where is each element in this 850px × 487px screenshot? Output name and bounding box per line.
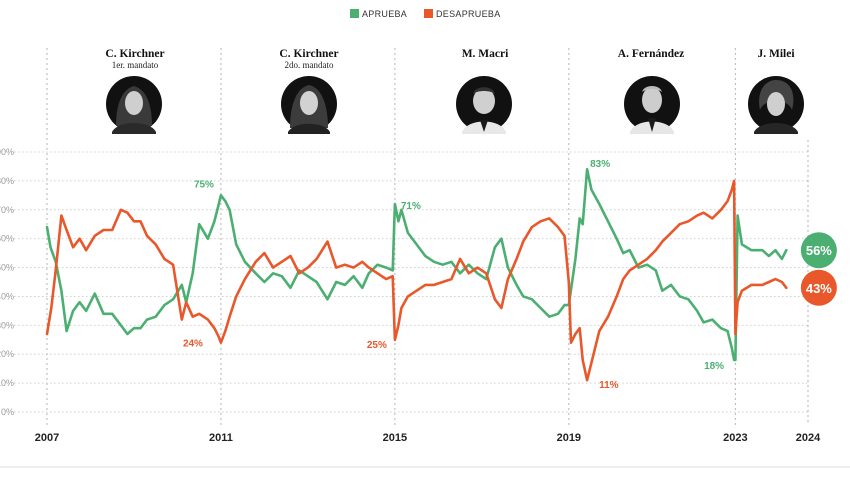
data-label: 24% — [183, 339, 203, 350]
series-line-desaprueba — [45, 179, 788, 382]
y-tick-label: 30% — [0, 320, 14, 330]
legend: APRUEBA DESAPRUEBA — [350, 9, 501, 19]
mandate-header-milei: J. Milei — [748, 48, 804, 134]
y-tick-label: 90% — [0, 147, 14, 157]
y-tick-label: 20% — [0, 349, 14, 359]
president-portrait-fernandez — [624, 76, 680, 134]
x-axis: 2007 2011 2015 2019 2023 2024 — [35, 432, 821, 444]
data-label: 25% — [367, 340, 387, 351]
mandate-name: J. Milei — [757, 48, 795, 60]
y-tick-label: 50% — [0, 263, 14, 273]
mandate-sub: 1er. mandato — [112, 60, 159, 70]
data-label: 18% — [704, 361, 724, 372]
president-portrait-macri — [456, 76, 512, 134]
mandate-header-macri: M. Macri — [456, 48, 512, 134]
y-tick-label: 10% — [0, 378, 14, 388]
mandate-sub: 2do. mandato — [285, 60, 334, 70]
legend-item-desaprueba[interactable]: DESAPRUEBA — [424, 9, 501, 19]
data-labels: 75% 71% 83% 18% 24% 25% 11% — [183, 159, 724, 391]
end-badge-desaprueba — [800, 269, 837, 306]
x-tick-label: 2007 — [35, 432, 59, 444]
mandate-name: A. Fernández — [618, 48, 684, 60]
x-tick-label: 2024 — [796, 432, 821, 444]
president-portrait-milei — [748, 76, 804, 134]
legend-label-desaprueba: DESAPRUEBA — [436, 9, 501, 19]
data-label: 75% — [194, 179, 214, 190]
x-tick-label: 2023 — [723, 432, 747, 444]
legend-swatch-aprueba — [350, 9, 359, 18]
y-tick-label: 40% — [0, 291, 14, 301]
legend-label-aprueba: APRUEBA — [362, 9, 407, 19]
data-label: 83% — [590, 159, 610, 170]
y-tick-label: 60% — [0, 234, 14, 244]
data-label: 11% — [599, 380, 619, 391]
series-layer — [45, 168, 788, 382]
data-label: 71% — [401, 201, 421, 212]
mandate-name: C. Kirchner — [105, 48, 164, 60]
legend-swatch-desaprueba — [424, 9, 433, 18]
mandate-name: C. Kirchner — [279, 48, 338, 60]
series-line-aprueba — [45, 168, 788, 362]
president-portrait-ck1 — [106, 76, 162, 134]
end-value-label: 43% — [806, 281, 832, 296]
y-tick-label: 70% — [0, 205, 14, 215]
mandate-header-ck2: C. Kirchner 2do. mandato — [279, 48, 339, 134]
y-tick-label: 0% — [1, 407, 14, 417]
legend-item-aprueba[interactable]: APRUEBA — [350, 9, 407, 19]
x-tick-label: 2019 — [557, 432, 581, 444]
mandate-header-ck1: C. Kirchner 1er. mandato — [105, 48, 165, 134]
x-tick-label: 2011 — [209, 432, 233, 444]
grid: 0% 10% 20% 30% 40% 50% 60% 70% 80% 90% — [0, 147, 808, 417]
end-value-label: 56% — [806, 243, 832, 258]
y-tick-label: 80% — [0, 176, 14, 186]
president-portrait-ck2 — [281, 76, 337, 134]
x-tick-label: 2015 — [383, 432, 407, 444]
mandate-header-fernandez: A. Fernández — [618, 48, 684, 134]
end-badge-aprueba — [800, 232, 837, 269]
mandate-name: M. Macri — [462, 48, 509, 60]
end-value-badges: 56% 43% — [800, 232, 837, 306]
